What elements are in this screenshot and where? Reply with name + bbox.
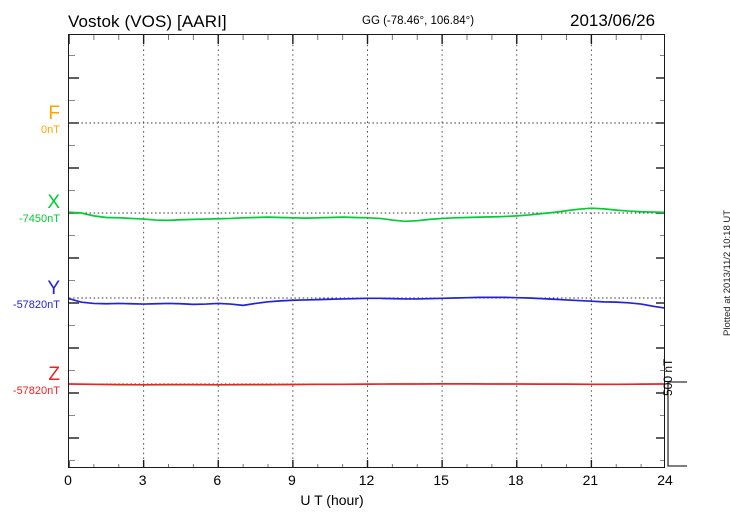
component-baselines [69,122,664,385]
component-value-y: -57820nT [12,299,60,311]
gridlines [143,35,592,467]
plotted-at-timestamp: Plotted at 2013/11/2 10:18 UT [722,209,730,336]
component-value-z: -57820nT [12,385,60,397]
observation-date: 2013/06/26 [570,11,656,30]
plot-frame [68,34,665,468]
x-axis-title: U T (hour) [0,492,730,508]
component-value-x: -7450nT [19,213,60,225]
component-label-f: F 0nT [0,104,60,136]
x-tick-label-21: 21 [582,472,599,488]
x-tick-label-0: 0 [64,472,72,488]
component-traces [69,207,664,386]
component-label-y: Y -57820nT [0,279,60,311]
x-tick-label-18: 18 [507,472,524,488]
x-tick-label-9: 9 [287,472,296,488]
component-label-x: X -7450nT [0,193,60,225]
axis-tick-marks [69,35,664,467]
component-label-z: Z -57820nT [0,365,60,397]
x-tick-label-24: 24 [657,472,673,488]
x-tick-label-15: 15 [433,472,449,488]
x-tick-label-12: 12 [358,472,375,488]
component-letter-y: Y [47,278,60,299]
magnetogram-plot [69,35,664,467]
component-letter-x: X [47,192,60,213]
x-tick-label-6: 6 [213,472,222,488]
x-axis-title-text: U T (hour) [300,492,364,508]
component-letter-z: Z [48,364,60,385]
scale-bar-label: 500 nT [661,358,675,396]
scale-bar-bracket-icon [667,381,687,467]
x-tick-label-3: 3 [138,472,147,488]
component-letter-f: F [48,103,60,124]
component-value-f: 0nT [41,124,60,136]
station-title: Vostok (VOS) [AARI] [68,12,227,31]
scale-bar: 500 nT [661,359,695,470]
geographic-coordinates: GG (-78.46°, 106.84°) [362,15,475,27]
